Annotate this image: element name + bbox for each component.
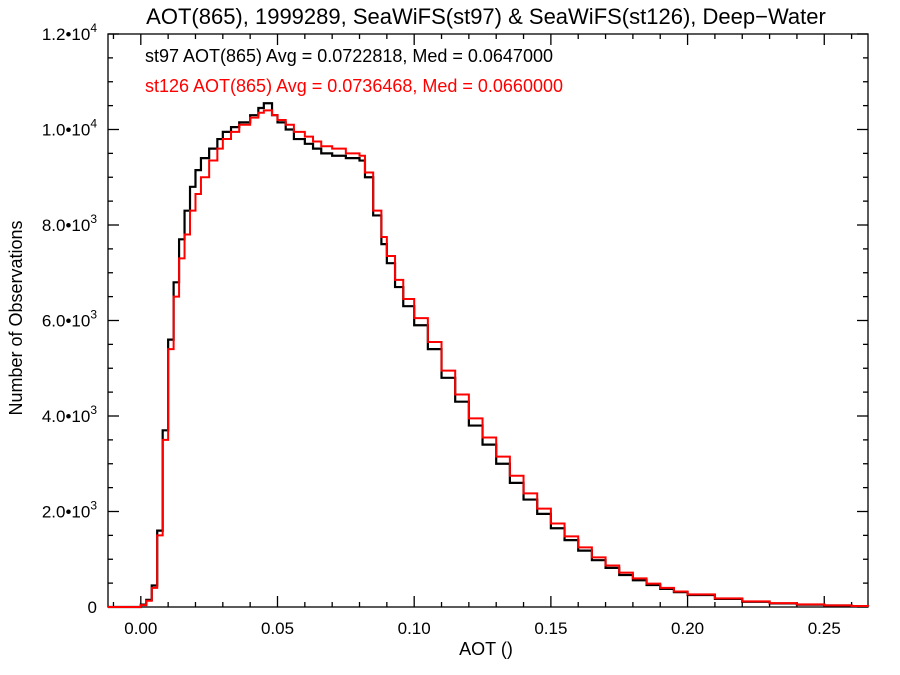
x-axis-label: AOT () xyxy=(459,639,513,659)
x-tick-label: 0.20 xyxy=(671,619,704,638)
y-tick-label: 0 xyxy=(88,598,97,617)
y-tick-label: 8.0•103 xyxy=(42,212,98,235)
y-tick-label: 1.0•104 xyxy=(42,117,98,140)
y-axis-label: Number of Observations xyxy=(6,220,26,415)
x-tick-label: 0.00 xyxy=(124,619,157,638)
annotation-st126: st126 AOT(865) Avg = 0.0736468, Med = 0.… xyxy=(145,76,563,96)
chart-title: AOT(865), 1999289, SeaWiFS(st97) & SeaWi… xyxy=(146,4,826,29)
annotation-st97: st97 AOT(865) Avg = 0.0722818, Med = 0.0… xyxy=(145,46,553,66)
x-tick-label: 0.05 xyxy=(261,619,294,638)
x-tick-label: 0.10 xyxy=(398,619,431,638)
y-tick-label: 1.2•104 xyxy=(42,21,98,44)
plot-area: 0.00 0.05 0.10 0.15 0.20 0.25 0 2.0•103 4.0•103 6… xyxy=(42,21,870,638)
y-tick-label: 6.0•103 xyxy=(42,308,98,331)
y-tick-label: 2.0•103 xyxy=(42,499,98,522)
series-line-st126 xyxy=(108,109,869,608)
x-tick-label: 0.25 xyxy=(808,619,841,638)
series-line-st97 xyxy=(108,102,870,609)
y-tick-label: 4.0•103 xyxy=(42,403,98,426)
x-tick-label: 0.15 xyxy=(534,619,567,638)
plot-frame xyxy=(107,33,869,608)
